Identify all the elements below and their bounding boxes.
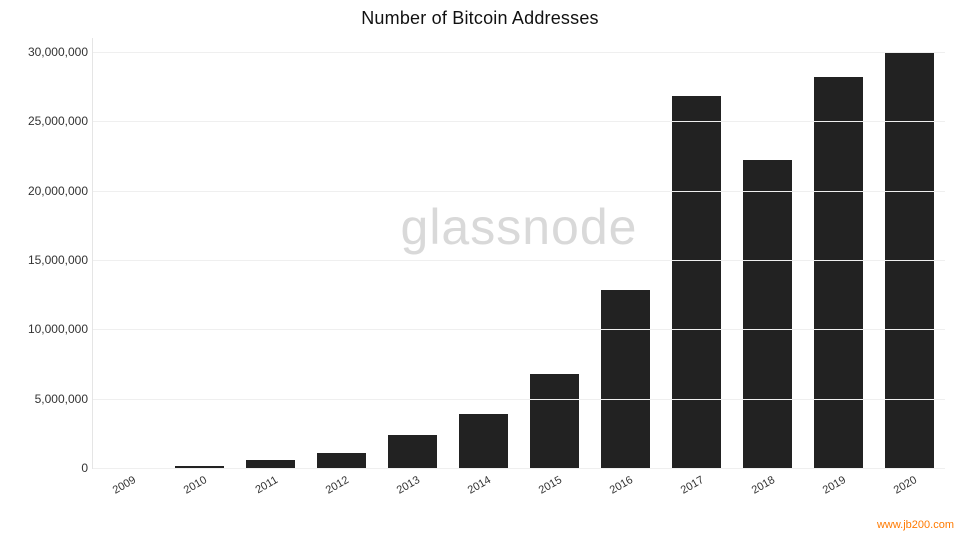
- x-tick-label: 2012: [293, 474, 351, 514]
- gridline: [93, 121, 945, 122]
- x-tick-label: 2016: [577, 474, 635, 514]
- plot-area: glassnode: [92, 38, 945, 469]
- x-tick-label: 2019: [790, 474, 848, 514]
- x-tick-label: 2014: [435, 474, 493, 514]
- gridline: [93, 329, 945, 330]
- bar: [601, 290, 651, 468]
- bars-layer: [93, 38, 945, 468]
- x-tick-label: 2018: [719, 474, 777, 514]
- gridline: [93, 399, 945, 400]
- y-tick-label: 0: [8, 461, 88, 475]
- bar: [530, 374, 580, 468]
- x-tick-label: 2011: [222, 474, 280, 514]
- y-tick-label: 25,000,000: [8, 114, 88, 128]
- bar: [388, 435, 438, 468]
- y-tick-label: 15,000,000: [8, 253, 88, 267]
- x-tick-label: 2017: [648, 474, 706, 514]
- gridline: [93, 260, 945, 261]
- bar: [317, 453, 367, 468]
- bar: [743, 160, 793, 468]
- x-tick-label: 2009: [80, 474, 138, 514]
- x-tick-label: 2015: [506, 474, 564, 514]
- gridline: [93, 191, 945, 192]
- y-tick-label: 10,000,000: [8, 322, 88, 336]
- chart-title: Number of Bitcoin Addresses: [0, 8, 960, 29]
- bar: [672, 96, 722, 468]
- bar: [459, 414, 509, 468]
- chart-container: Number of Bitcoin Addresses glassnode ww…: [0, 0, 960, 537]
- y-tick-label: 5,000,000: [8, 392, 88, 406]
- y-tick-label: 30,000,000: [8, 45, 88, 59]
- gridline: [93, 468, 945, 469]
- bar: [246, 460, 296, 468]
- gridline: [93, 52, 945, 53]
- bar: [814, 77, 864, 468]
- x-tick-label: 2013: [364, 474, 422, 514]
- y-tick-label: 20,000,000: [8, 184, 88, 198]
- footer-link: www.jb200.com: [877, 519, 954, 531]
- x-tick-label: 2020: [861, 474, 919, 514]
- x-tick-label: 2010: [151, 474, 209, 514]
